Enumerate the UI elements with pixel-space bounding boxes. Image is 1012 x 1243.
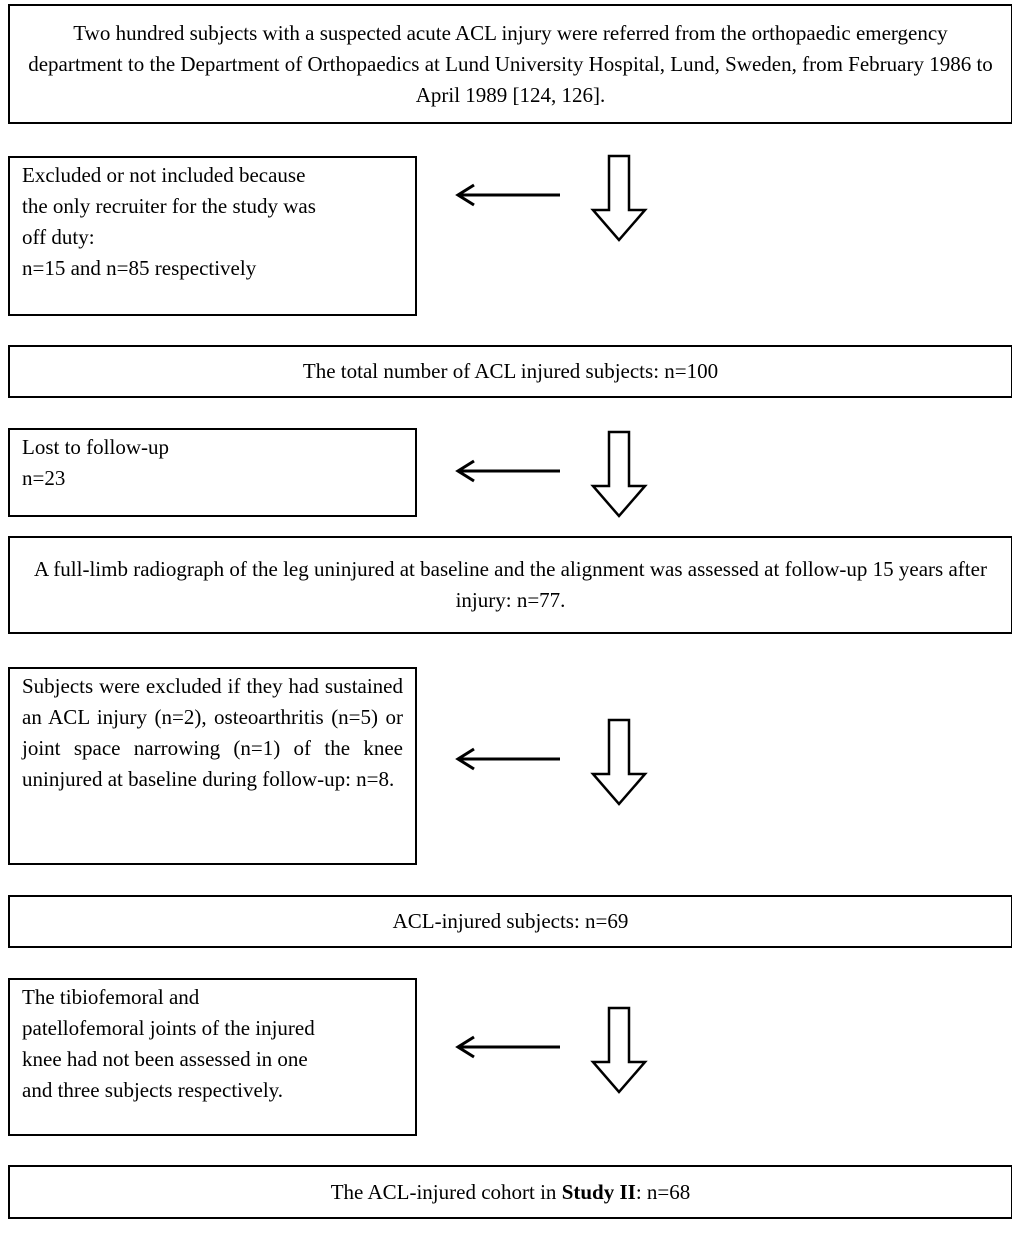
total-subjects-box: The total number of ACL injured subjects… xyxy=(8,345,1012,398)
acl-injured-text: ACL-injured subjects: n=69 xyxy=(392,909,629,933)
final-cohort-count: : n=68 xyxy=(635,1179,691,1204)
radiograph-text: A full-limb radiograph of the leg uninju… xyxy=(34,557,987,612)
exclusion-box-2: Lost to follow-up n=23 xyxy=(8,428,417,517)
exclusion-1-line-2: the only recruiter for the study was xyxy=(22,194,316,218)
radiograph-box: A full-limb radiograph of the leg uninju… xyxy=(8,536,1012,634)
left-arrow-icon xyxy=(455,747,560,771)
left-arrow-icon xyxy=(455,1035,560,1059)
down-arrow-icon xyxy=(590,718,648,806)
exclusion-4-line-3: knee had not been assessed in one xyxy=(22,1047,308,1071)
flow-arrows-1 xyxy=(455,154,648,242)
left-arrow-icon xyxy=(455,183,560,207)
final-cohort-prefix: The ACL-injured cohort in xyxy=(330,1179,562,1204)
final-cohort-study-label: Study II xyxy=(561,1179,636,1204)
down-arrow-icon xyxy=(590,1006,648,1094)
flow-arrows-4 xyxy=(455,1006,648,1094)
enrollment-text: Two hundred subjects with a suspected ac… xyxy=(28,20,993,107)
exclusion-1-line-1: Excluded or not included because xyxy=(22,163,306,187)
acl-injured-box: ACL-injured subjects: n=69 xyxy=(8,895,1012,948)
exclusion-box-1: Excluded or not included because the onl… xyxy=(8,156,417,316)
final-cohort-box: The ACL-injured cohort in Study II: n=68 xyxy=(8,1165,1012,1219)
exclusion-4-line-2: patellofemoral joints of the injured xyxy=(22,1016,315,1040)
exclusion-3-text: Subjects were excluded if they had susta… xyxy=(22,674,403,791)
flow-arrows-2 xyxy=(455,430,648,518)
exclusion-1-line-4: n=15 and n=85 respectively xyxy=(22,256,257,280)
final-cohort-text: The ACL-injured cohort in Study II: n=68 xyxy=(313,1177,709,1208)
total-subjects-text: The total number of ACL injured subjects… xyxy=(302,359,719,383)
down-arrow-icon xyxy=(590,430,648,518)
down-arrow-icon xyxy=(590,154,648,242)
exclusion-2-line-1: Lost to follow-up xyxy=(22,435,169,459)
exclusion-box-3: Subjects were excluded if they had susta… xyxy=(8,667,417,865)
exclusion-1-line-3: off duty: xyxy=(22,225,95,249)
exclusion-4-line-4: and three subjects respectively. xyxy=(22,1078,284,1102)
left-arrow-icon xyxy=(455,459,560,483)
exclusion-4-line-1: The tibiofemoral and xyxy=(22,985,200,1009)
flow-arrows-3 xyxy=(455,718,648,806)
exclusion-box-4: The tibiofemoral and patellofemoral join… xyxy=(8,978,417,1136)
exclusion-2-line-2: n=23 xyxy=(22,466,66,490)
enrollment-box: Two hundred subjects with a suspected ac… xyxy=(8,4,1012,124)
